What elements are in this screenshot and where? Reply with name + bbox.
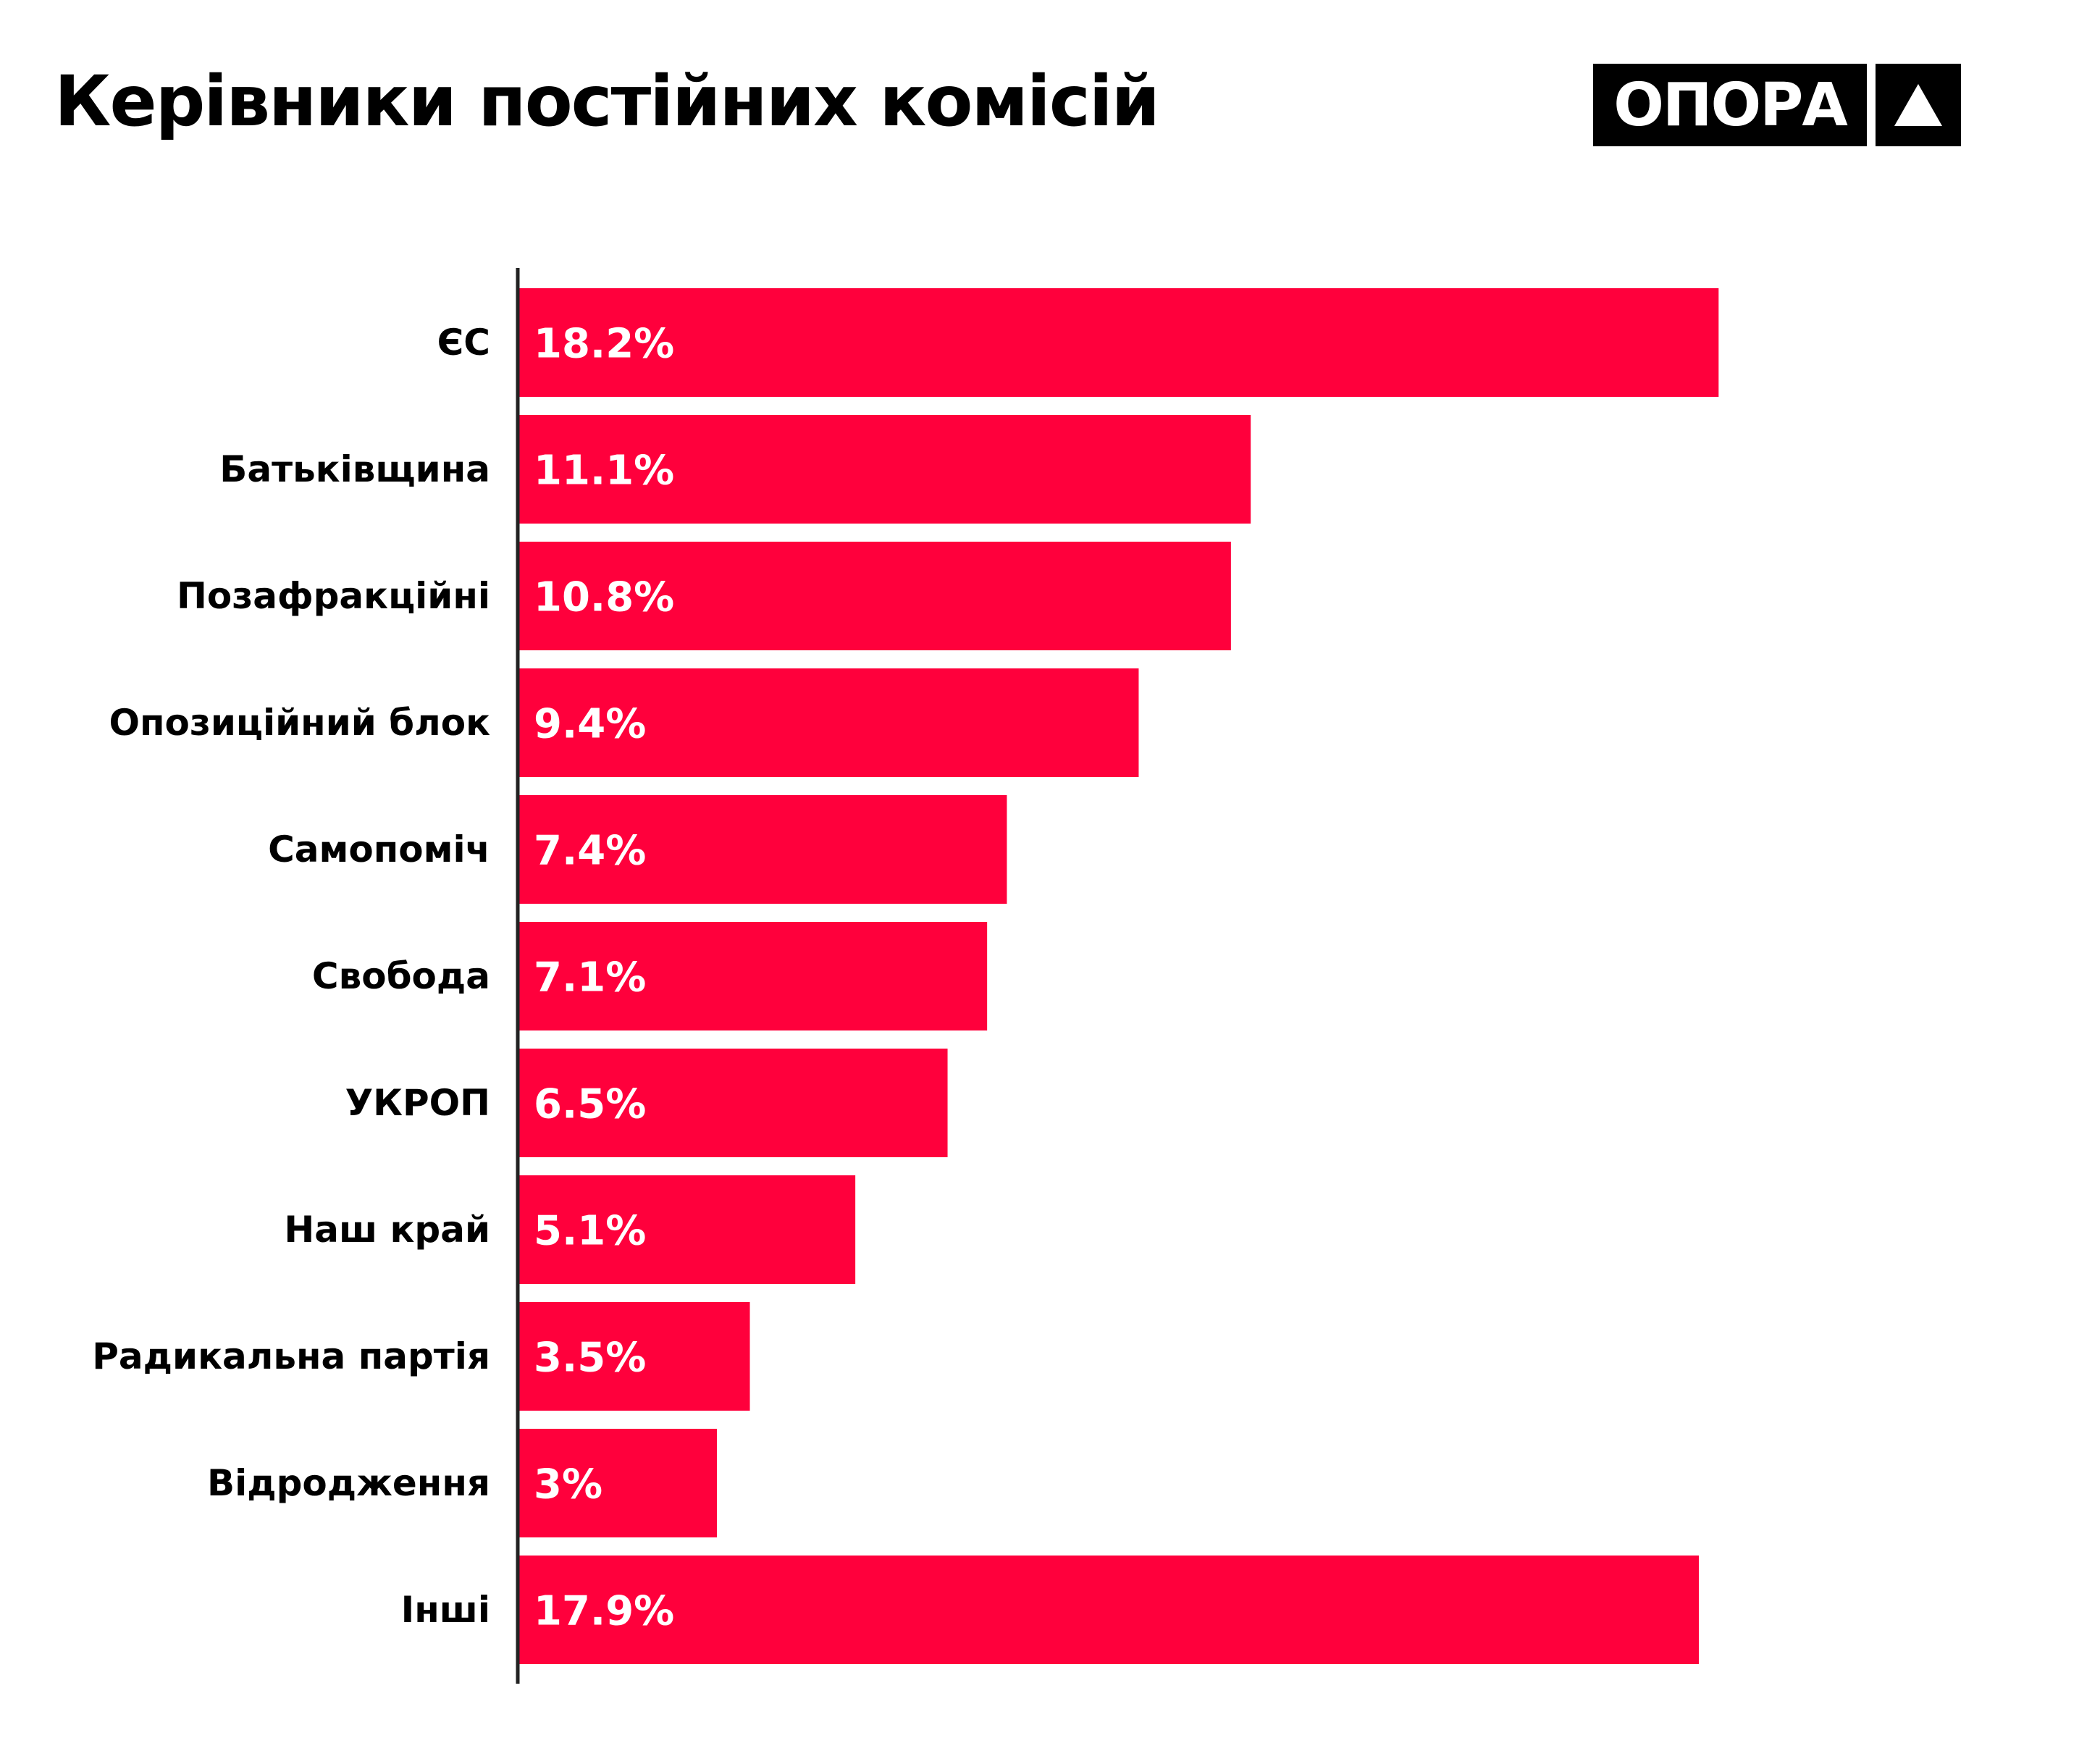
- bar-11: [519, 1556, 1700, 1664]
- bar-1: [519, 288, 1719, 397]
- value-label-7: 6.5%: [534, 1081, 646, 1128]
- bar-8: [519, 1175, 856, 1284]
- category-label-3: Позафракційні: [177, 575, 490, 617]
- opora-logo: ОПОРА: [1593, 64, 1961, 146]
- value-label-11: 17.9%: [534, 1588, 674, 1635]
- bar-9: [519, 1302, 750, 1411]
- category-label-7: УКРОП: [345, 1082, 490, 1124]
- value-label-8: 5.1%: [534, 1208, 646, 1255]
- value-label-6: 7.1%: [534, 954, 646, 1002]
- category-label-5: Самопоміч: [268, 828, 490, 870]
- bar-10: [519, 1429, 718, 1537]
- category-label-2: Батьківщина: [219, 448, 490, 490]
- bar-2: [519, 415, 1251, 524]
- bar-4: [519, 668, 1139, 777]
- value-label-5: 7.4%: [534, 828, 646, 875]
- value-labels-group: 18.2% 11.1% 10.8% 9.4% 7.4% 7.1% 6.5% 5.1% 3.5% 3…: [534, 321, 674, 1635]
- value-label-3: 10.8%: [534, 574, 674, 621]
- category-label-6: Свобода: [312, 955, 490, 997]
- bar-7: [519, 1049, 948, 1157]
- bar-6: [519, 922, 988, 1030]
- bar-5: [519, 795, 1007, 904]
- bars-group: [519, 288, 1719, 1664]
- category-label-1: ЄС: [437, 322, 490, 364]
- value-label-1: 18.2%: [534, 321, 674, 368]
- triangle-icon: [1876, 64, 1961, 146]
- category-label-10: Відродження: [207, 1462, 490, 1504]
- logo-text: ОПОРА: [1593, 64, 1867, 146]
- category-label-8: Наш край: [284, 1209, 490, 1251]
- category-label-4: Опозиційний блок: [109, 702, 490, 744]
- value-label-10: 3%: [534, 1461, 602, 1508]
- category-labels-group: ЄС Батьківщина Позафракційні Опозиційний бл…: [92, 322, 490, 1631]
- value-label-4: 9.4%: [534, 701, 646, 748]
- value-label-9: 3.5%: [534, 1335, 646, 1382]
- category-label-11: Інші: [401, 1589, 490, 1631]
- page-title: Керівники постійних комісій: [54, 61, 1160, 142]
- category-label-9: Радикальна партія: [92, 1335, 490, 1377]
- value-label-2: 11.1%: [534, 448, 674, 495]
- bar-3: [519, 542, 1231, 650]
